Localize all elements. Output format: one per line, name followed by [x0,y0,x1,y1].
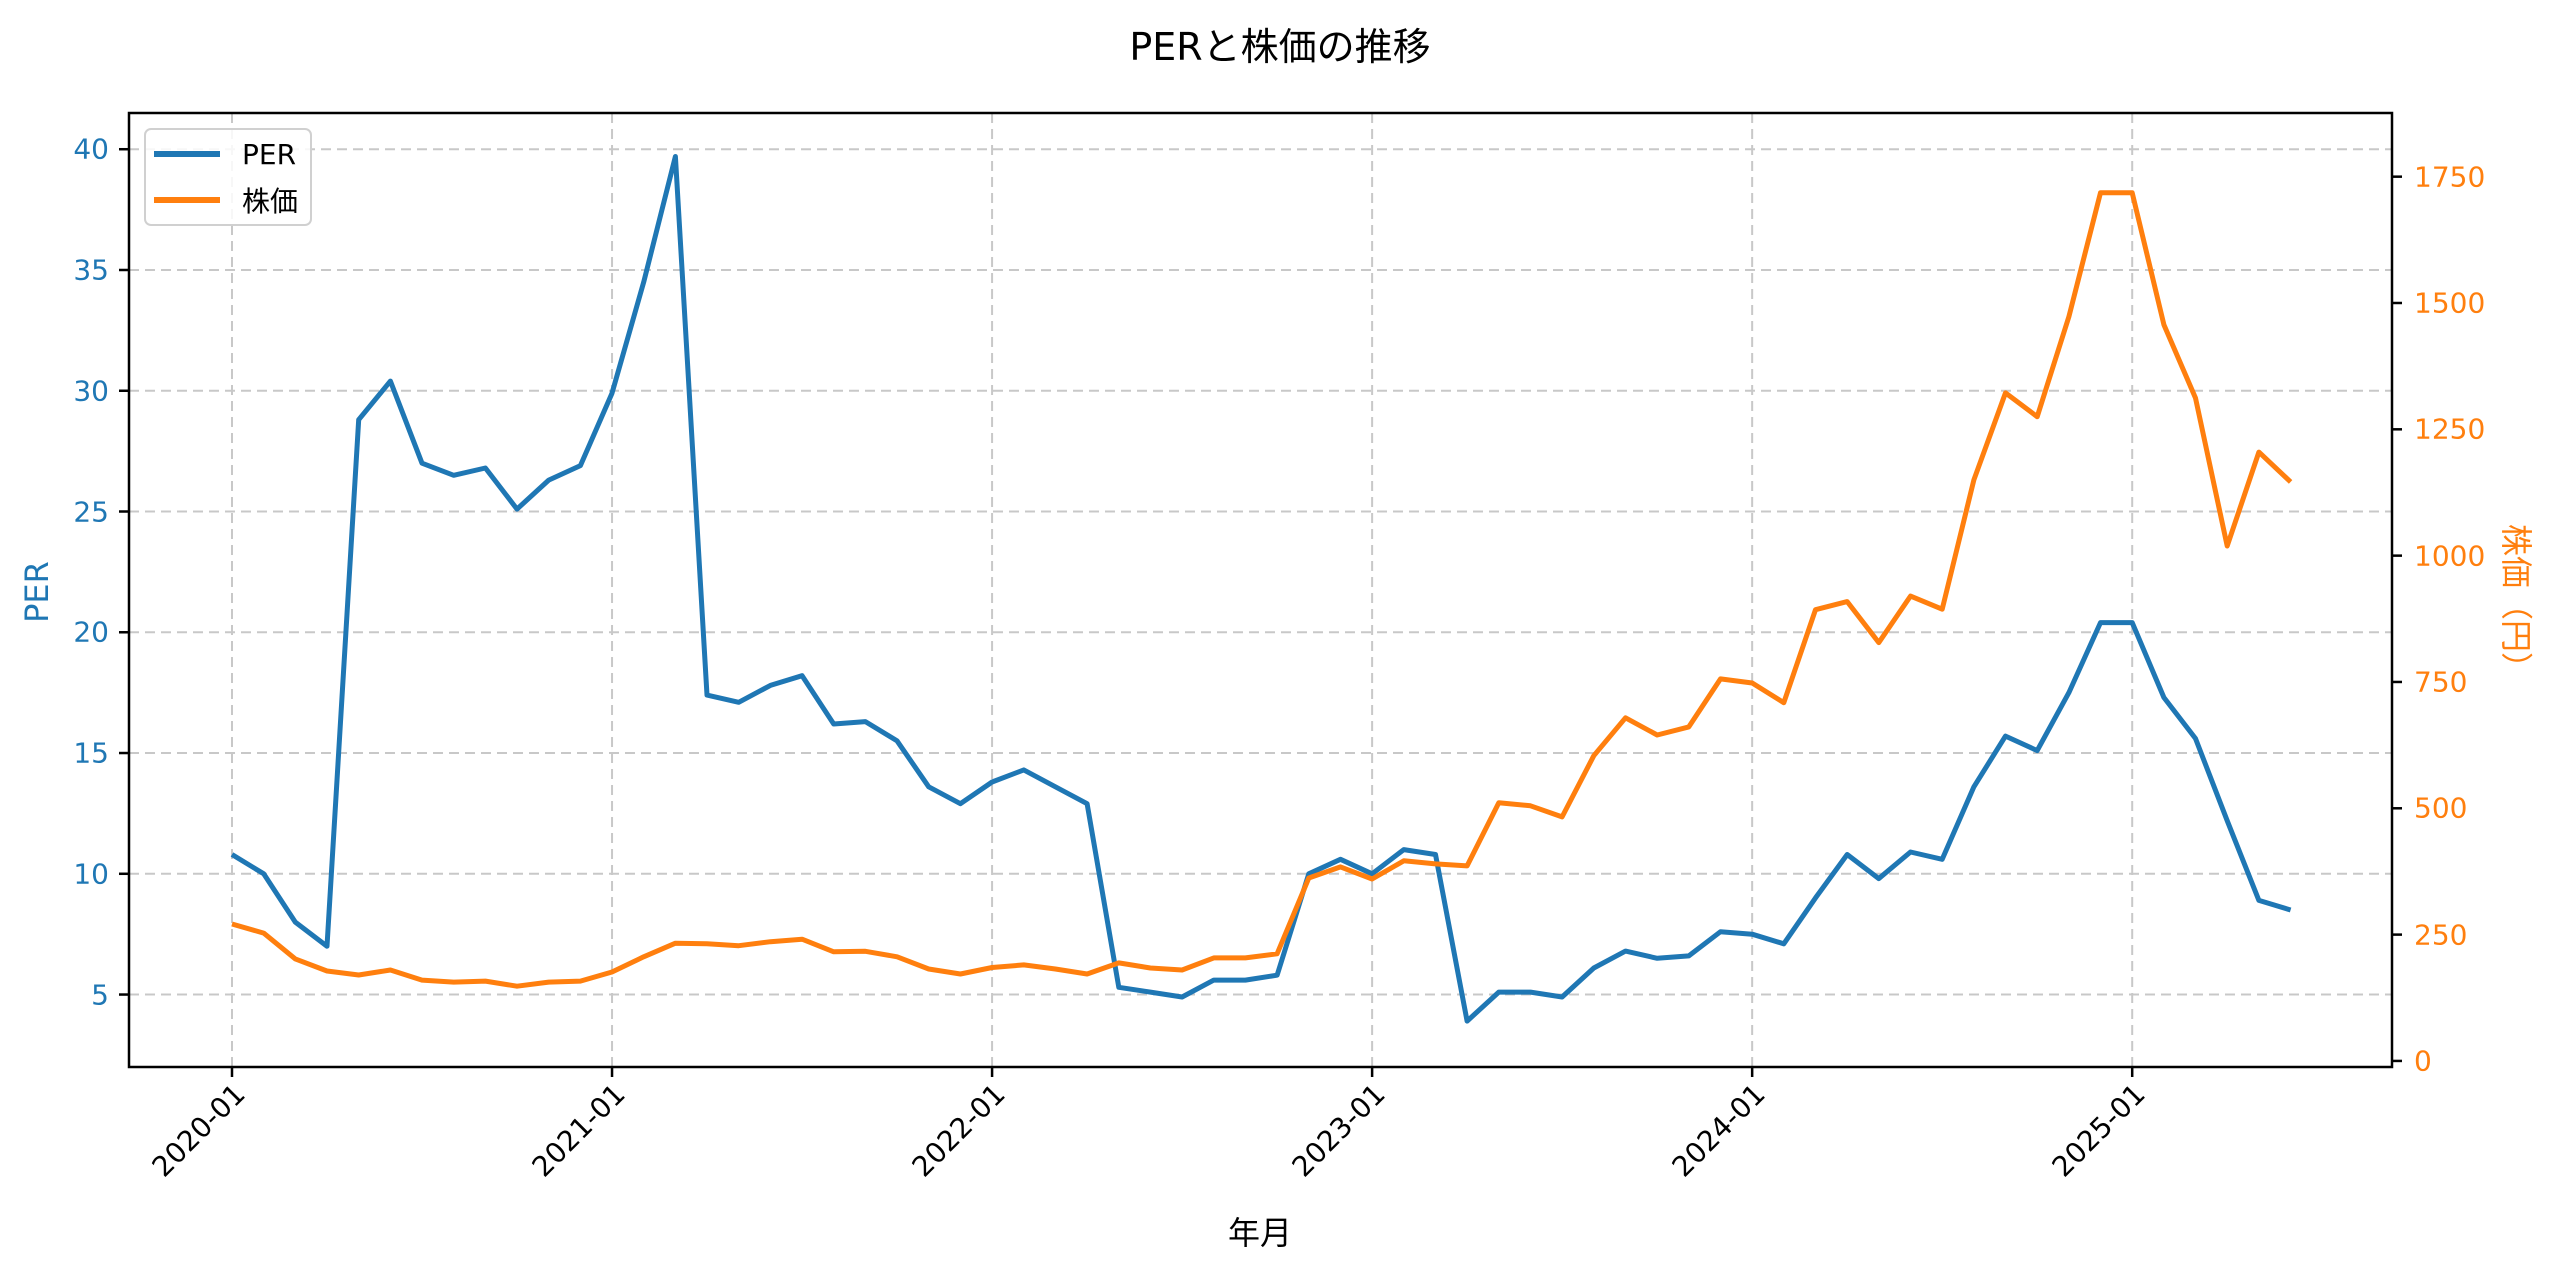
y-left-tick-label: 30 [73,374,109,408]
price-line [231,190,2293,989]
chart-title: PERと株価の推移 [1129,25,1431,69]
y-axis-left-label: PER [18,561,56,623]
y-right-tick-label: 0 [2414,1044,2432,1078]
y-left-tick-label: 40 [73,132,109,166]
legend-item-price: 株価 [154,180,298,220]
y-right-tick-label: 1000 [2414,539,2486,573]
y-right-tick-label: 250 [2414,918,2468,952]
legend-swatch-price [154,197,220,203]
x-gridlines [231,113,2134,1067]
y-right-tick-label: 1750 [2414,160,2486,194]
y-left-tick-label: 35 [73,253,109,287]
y-right-tick-label: 1500 [2414,286,2486,320]
y-right-tick-label: 750 [2414,665,2468,699]
y-right-tick-label: 1250 [2414,412,2486,446]
axes-frame [127,111,2394,1069]
legend: PER 株価 [144,128,312,226]
y-left-tick-label: 10 [73,857,109,891]
legend-item-per: PER [154,134,296,174]
legend-swatch-per [154,151,220,157]
y-left-tick-label: 15 [73,736,109,770]
legend-label-per: PER [242,137,297,171]
y-right-tick-label: 500 [2414,791,2468,825]
tick-marks [119,147,2402,1077]
per-line [230,154,2292,1024]
y-axis-right-label: 株価（円） [2497,523,2535,685]
y-left-tick-label: 5 [91,978,109,1012]
x-axis-label: 年月 [1227,1214,1293,1252]
legend-label-price: 株価 [242,185,299,218]
y-left-tick-label: 25 [73,495,109,528]
y-gridlines [129,148,2392,996]
y-left-tick-label: 20 [73,615,109,649]
